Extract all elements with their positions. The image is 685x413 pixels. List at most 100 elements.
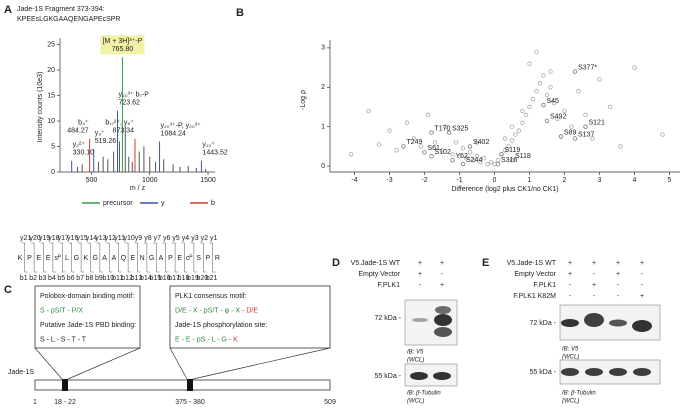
point-label: S325 [452,125,468,132]
residue: Q [121,255,127,262]
point [520,120,525,125]
point-label: S121 [589,120,605,127]
motif-token: Putative Jade-1S PBD binding: [40,322,136,329]
motif-heading: PLK1 consensus motif: [175,293,247,300]
condition-label: F.PLK1 [377,282,400,289]
point [488,159,494,165]
point [457,154,462,159]
y-ion-label: y5 [172,235,180,242]
condition-label: F.PLK1 [533,282,556,289]
fragment-bracket [78,242,85,273]
peak-mz: 330.10 [73,150,95,157]
y-tick-label: 20 [47,67,55,74]
point-label: S118 [515,153,531,160]
fragment-bracket [172,242,179,273]
x-axis-label: Difference (log2 plus CK1/no CK1) [451,186,558,193]
blot-caption: (WCL) [407,399,424,405]
fragment-bracket [21,242,28,273]
x-tick-label: 2 [563,177,567,184]
condition-sign: - [419,282,422,289]
condition-sign: - [569,293,572,300]
x-tick-label: 1000 [142,177,158,184]
motif: S - L - S - T - T [40,336,87,343]
b-ion-label: b17 [168,275,180,282]
peak-ion: y₁₃⁺ [202,142,215,149]
point [572,69,578,74]
band [561,319,579,327]
y-tick-label: 3 [321,45,325,52]
motif-heading: Polobox-domain binding motif: [40,293,134,300]
fragment-bracket [153,242,160,273]
x-tick-label: -1 [456,177,462,184]
y-ion-label: y6 [163,235,171,242]
point [474,154,480,159]
band [435,306,451,314]
y-ion-label: y8 [144,235,152,242]
y-ion-label: y19 [39,235,50,242]
point [527,104,532,110]
point [474,140,480,145]
point [411,136,417,141]
point-label: S89 [564,129,577,136]
residue: E [130,255,135,262]
y-ion-label: y9 [135,235,143,242]
point-label: S492 [550,114,566,121]
band [584,313,604,327]
blot-caption: IB: V5 [407,350,424,356]
point [429,154,434,159]
legend-entry: b [211,200,215,207]
panel-label: B [236,7,244,19]
condition-sign: + [592,282,596,289]
condition-sign: + [616,271,620,278]
point [558,134,564,139]
point [583,124,588,129]
residue: A [102,255,107,262]
point [632,65,637,70]
y-tick-label: 25 [47,41,55,48]
point [495,161,501,167]
band [609,319,627,327]
point [453,140,459,145]
point [562,108,567,114]
size-marker: 72 kDa - [375,315,402,322]
point [418,144,424,149]
region-label: 18 - 22 [54,399,76,406]
condition-sign: + [440,282,444,289]
point [618,144,623,149]
point-label: S45 [547,98,560,105]
y-ion-label: y11 [114,235,125,242]
residue: E [177,255,182,262]
y-ion-label: y3 [191,235,199,242]
point [348,152,354,157]
label-box [100,35,145,55]
x-tick-label: 500 [86,177,98,184]
condition-sign: + [640,293,644,300]
motif: E - E - pS - L - G - K [175,336,238,343]
x-axis-label: m / z [130,185,146,192]
panel-label: A [4,4,12,16]
residue: G [149,255,154,262]
point [541,73,546,78]
point [523,112,529,118]
b-ion-label: b14 [140,275,152,282]
point [607,104,613,110]
blot-caption: IB: V5 [562,347,579,353]
point [478,159,483,165]
band [632,320,652,332]
b-ion-label: b7 [76,275,84,282]
motif: D/E - X - pS/T - φ - X - D/E [175,307,258,314]
point [460,146,466,151]
fragment-bracket [200,242,207,273]
residue: L [65,255,69,262]
peak-mz: 519.26 [95,138,117,145]
residue: G [74,255,79,262]
point [509,124,515,129]
point-label: S119 [505,147,521,154]
band [633,368,651,376]
point [467,150,473,155]
point [439,148,445,153]
rule [34,347,63,380]
peak-ion: b₁₇²⁺, y₆⁺ [105,120,134,127]
blot-caption: IB: β-Tubulin [562,391,596,397]
point [509,138,515,143]
